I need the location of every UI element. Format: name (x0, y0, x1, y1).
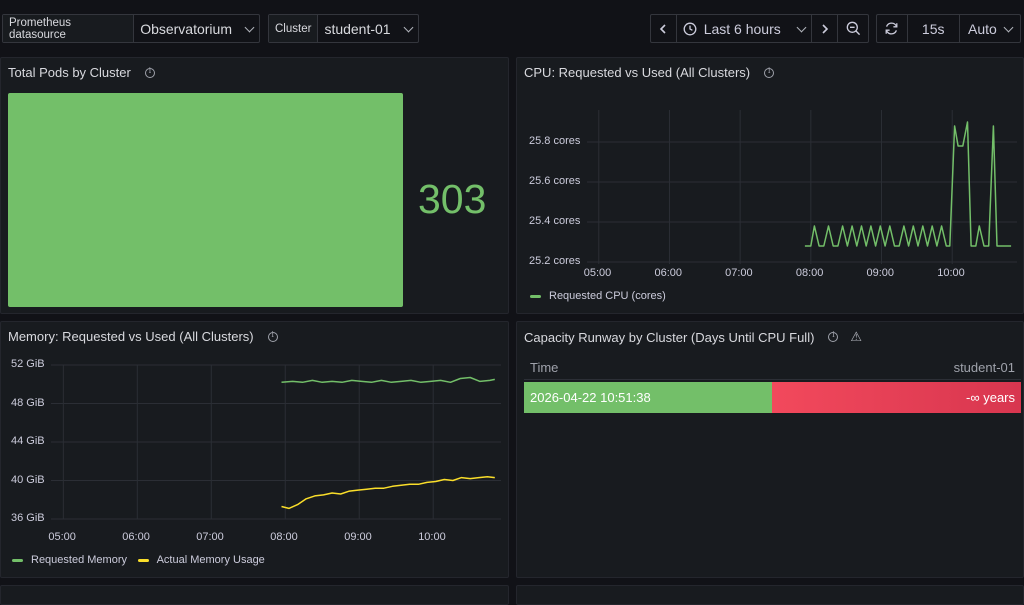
cluster-select[interactable]: student-01 (318, 15, 417, 42)
time-range-label: Last 6 hours (703, 20, 781, 37)
cluster-label: Cluster (269, 15, 319, 42)
cell-value-text: -∞ years (966, 390, 1015, 405)
series-line[interactable] (804, 121, 1012, 247)
x-tick-label: 10:00 (418, 531, 446, 543)
auto-refresh-picker[interactable]: Auto (960, 15, 1020, 42)
chart-svg (51, 364, 501, 520)
x-tick-label: 05:00 (583, 267, 612, 279)
x-tick-label: 05:00 (48, 531, 76, 543)
time-range-picker[interactable]: Last 6 hours (677, 15, 812, 42)
legend-label: Actual Memory Usage (156, 554, 265, 566)
legend-item[interactable]: Requested Memory (12, 554, 127, 566)
series-line[interactable] (281, 475, 495, 510)
x-tick-label: 09:00 (866, 267, 895, 279)
cpu-chart[interactable]: 25.2 cores 25.4 cores 25.6 cores 25.8 cores… (517, 58, 1024, 315)
x-tick-label: 06:00 (654, 267, 682, 279)
chevron-down-icon (403, 22, 414, 32)
table-cell-value: -∞ years (772, 382, 1021, 413)
x-tick-label: 09:00 (344, 531, 372, 543)
panel-title-text: Total Pods by Cluster (8, 65, 131, 80)
panel-cpu: CPU: Requested vs Used (All Clusters) 25… (516, 57, 1024, 314)
clock-icon (683, 22, 697, 35)
panel-title-text: Capacity Runway by Cluster (Days Until C… (524, 329, 815, 345)
column-header-cluster[interactable]: student-01 (953, 360, 1015, 375)
auto-refresh-label: Auto (968, 20, 997, 37)
refresh-interval-picker[interactable]: 15s (908, 15, 960, 42)
refresh-icon (885, 22, 898, 35)
panel-partial-left (0, 585, 509, 605)
chevron-down-icon (244, 22, 255, 32)
chart-svg (587, 110, 1017, 264)
y-tick-label: 44 GiB (11, 435, 45, 447)
zoom-out-button[interactable] (838, 15, 868, 42)
panel-title-text: CPU: Requested vs Used (All Clusters) (524, 65, 751, 80)
stat-value: 303 (418, 176, 487, 222)
panel-title[interactable]: Capacity Runway by Cluster (Days Until C… (524, 329, 862, 345)
x-tick-label: 08:00 (795, 267, 824, 279)
y-tick-label: 52 GiB (11, 358, 45, 370)
chevron-down-icon (796, 22, 807, 32)
cluster-picker[interactable]: Cluster student-01 (268, 14, 419, 43)
y-tick-label: 25.8 cores (529, 135, 581, 147)
panel-capacity-runway: Capacity Runway by Cluster (Days Until C… (516, 321, 1024, 578)
panel-total-pods: Total Pods by Cluster 303 (0, 57, 509, 314)
column-header-time[interactable]: Time (530, 360, 559, 375)
table-cell-time: 2026-04-22 10:51:38 (524, 382, 772, 413)
series-line[interactable] (281, 376, 495, 384)
warning-icon[interactable]: ⚠ (850, 329, 863, 344)
info-icon[interactable] (764, 66, 775, 78)
x-tick-label: 06:00 (122, 531, 150, 543)
datasource-value: Observatorium (140, 20, 232, 37)
info-icon[interactable] (828, 330, 839, 342)
x-tick-label: 07:00 (725, 267, 753, 279)
legend-swatch (530, 294, 541, 298)
memory-chart[interactable]: 36 GiB 40 GiB 44 GiB 48 GiB 52 GiB 05:00 06:00… (1, 322, 510, 579)
panel-partial-right (516, 585, 1024, 605)
time-back-button[interactable] (651, 15, 677, 42)
chevron-right-icon (822, 23, 828, 34)
cell-time-text: 2026-04-22 10:51:38 (530, 390, 651, 405)
y-tick-label: 25.4 cores (529, 215, 581, 227)
cluster-value: student-01 (324, 20, 391, 37)
panel-title[interactable]: Total Pods by Cluster (8, 65, 155, 80)
y-tick-label: 48 GiB (11, 396, 45, 409)
refresh-interval-label: 15s (921, 20, 945, 37)
panel-title[interactable]: CPU: Requested vs Used (All Clusters) (524, 65, 775, 80)
legend-swatch (137, 558, 149, 562)
time-forward-button[interactable] (812, 15, 839, 42)
legend-label: Requested Memory (31, 554, 127, 566)
table-header: Time student-01 (524, 352, 1021, 380)
x-tick-label: 07:00 (196, 531, 224, 543)
chevron-down-icon (1003, 22, 1014, 32)
stat-bar (8, 93, 403, 307)
datasource-label: Prometheus datasource (3, 15, 135, 42)
info-icon[interactable] (267, 330, 278, 342)
y-tick-label: 40 GiB (11, 473, 45, 486)
panel-title[interactable]: Memory: Requested vs Used (All Clusters) (8, 329, 278, 344)
x-tick-label: 08:00 (270, 531, 298, 543)
legend-label: Requested CPU (cores) (549, 290, 666, 302)
table-row: 2026-04-22 10:51:38 -∞ years (524, 382, 1021, 413)
legend-item[interactable]: Actual Memory Usage (137, 554, 265, 566)
legend-swatch (12, 558, 23, 562)
chevron-left-icon (660, 23, 666, 34)
datasource-picker[interactable]: Prometheus datasource Observatorium (2, 14, 260, 43)
panel-memory: Memory: Requested vs Used (All Clusters)… (0, 321, 509, 578)
panel-title-text: Memory: Requested vs Used (All Clusters) (8, 329, 254, 344)
x-tick-label: 10:00 (937, 267, 965, 279)
y-tick-label: 25.6 cores (529, 175, 581, 187)
zoom-out-icon (846, 21, 860, 36)
y-tick-label: 36 GiB (11, 512, 45, 524)
y-tick-label: 25.2 cores (529, 255, 581, 267)
refresh-group: 15s Auto (876, 14, 1021, 43)
info-icon[interactable] (144, 66, 155, 78)
time-picker-group: Last 6 hours (650, 14, 869, 43)
legend-item[interactable]: Requested CPU (cores) (530, 290, 666, 302)
refresh-button[interactable] (877, 15, 908, 42)
datasource-select[interactable]: Observatorium (134, 15, 259, 42)
